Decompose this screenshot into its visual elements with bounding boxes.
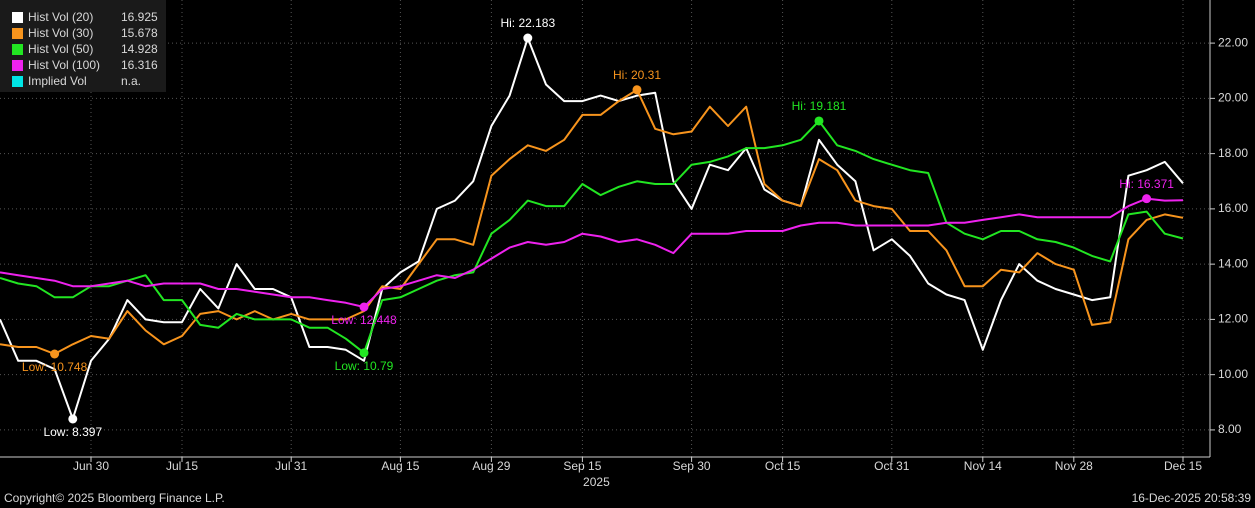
x-tick-label: Nov 14 bbox=[964, 459, 1002, 473]
series-line bbox=[0, 120, 1184, 354]
series-line bbox=[0, 197, 1184, 308]
copyright: Copyright© 2025 Bloomberg Finance L.P. bbox=[4, 491, 225, 505]
x-tick-label: Aug 29 bbox=[472, 459, 510, 473]
legend-value: 16.925 bbox=[121, 10, 158, 24]
legend-swatch bbox=[12, 28, 23, 39]
x-tick-label: Sep 30 bbox=[673, 459, 711, 473]
annotation-dot bbox=[359, 348, 369, 358]
y-tick-label: 20.00 bbox=[1218, 91, 1248, 105]
x-tick-label: Aug 15 bbox=[381, 459, 419, 473]
legend-label: Hist Vol (100) bbox=[28, 58, 100, 72]
y-tick-label: 16.00 bbox=[1218, 201, 1248, 215]
y-tick-label: 10.00 bbox=[1218, 367, 1248, 381]
annotation-dot bbox=[359, 302, 369, 312]
annotation-label: Hi: 19.181 bbox=[792, 99, 847, 113]
y-tick-label: 12.00 bbox=[1218, 312, 1248, 326]
x-year-label: 2025 bbox=[583, 475, 610, 489]
x-tick-label: Jun 30 bbox=[73, 459, 109, 473]
y-tick-label: 14.00 bbox=[1218, 256, 1248, 270]
annotation-label: Low: 8.397 bbox=[43, 425, 102, 439]
x-tick-label: Jul 15 bbox=[166, 459, 198, 473]
legend-value: 14.928 bbox=[121, 42, 158, 56]
annotation-label: Hi: 20.31 bbox=[613, 68, 661, 82]
legend-value: 15.678 bbox=[121, 26, 158, 40]
annotation-dot bbox=[523, 33, 533, 43]
legend-swatch bbox=[12, 12, 23, 23]
annotation-dot bbox=[68, 414, 78, 424]
x-tick-label: Oct 15 bbox=[765, 459, 801, 473]
annotation-dot bbox=[50, 349, 60, 359]
annotation-label: Low: 10.79 bbox=[335, 359, 394, 373]
x-tick-label: Jul 31 bbox=[275, 459, 307, 473]
annotation-dot bbox=[632, 85, 642, 95]
annotation-label: Hi: 16.371 bbox=[1119, 177, 1174, 191]
y-tick-label: 22.00 bbox=[1218, 35, 1248, 49]
x-tick-label: Oct 31 bbox=[874, 459, 910, 473]
annotation-dot bbox=[814, 116, 824, 126]
legend-label: Implied Vol bbox=[28, 74, 87, 88]
legend-swatch bbox=[12, 76, 23, 87]
x-tick-label: Nov 28 bbox=[1055, 459, 1093, 473]
x-tick-label: Dec 15 bbox=[1164, 459, 1202, 473]
series-line bbox=[0, 37, 1184, 420]
annotation-label: Low: 10.748 bbox=[22, 360, 88, 374]
legend-box bbox=[0, 0, 166, 92]
legend-value: 16.316 bbox=[121, 58, 158, 72]
legend-label: Hist Vol (20) bbox=[28, 10, 93, 24]
timestamp: 16-Dec-2025 20:58:39 bbox=[1132, 491, 1252, 505]
legend-value: n.a. bbox=[121, 74, 141, 88]
x-tick-label: Sep 15 bbox=[563, 459, 601, 473]
annotation-label: Hi: 22.183 bbox=[500, 16, 555, 30]
legend-swatch bbox=[12, 60, 23, 71]
series-line bbox=[0, 88, 1184, 355]
legend-swatch bbox=[12, 44, 23, 55]
legend-label: Hist Vol (30) bbox=[28, 26, 93, 40]
annotation-label: Low: 12.448 bbox=[331, 313, 397, 327]
legend-label: Hist Vol (50) bbox=[28, 42, 93, 56]
y-tick-label: 8.00 bbox=[1218, 422, 1242, 436]
legend: Hist Vol (20) 16.925 Hist Vol (30) 15.678 Hi… bbox=[0, 0, 166, 92]
annotation-dot bbox=[1142, 194, 1152, 204]
y-tick-label: 18.00 bbox=[1218, 146, 1248, 160]
